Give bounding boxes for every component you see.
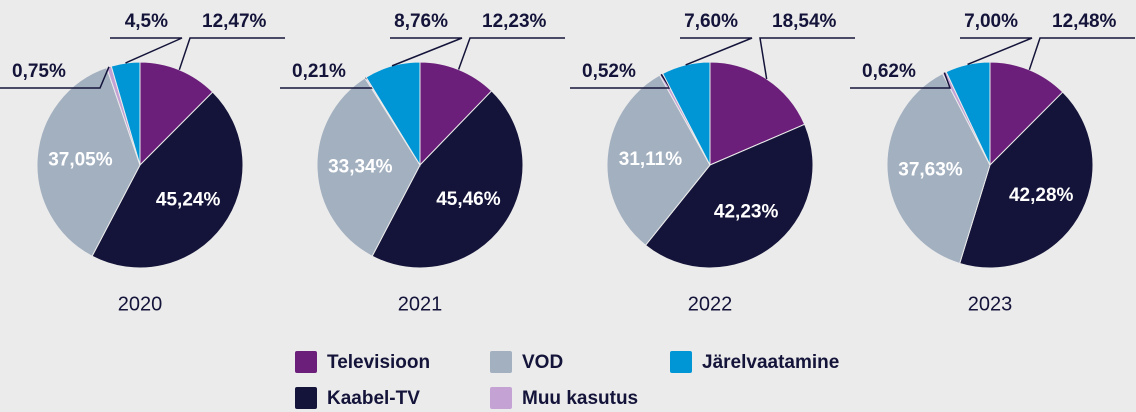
year-label: 2020 bbox=[118, 293, 163, 315]
pie-slice bbox=[419, 61, 493, 167]
slice-label: 12,47% bbox=[202, 11, 267, 32]
slice-label: 7,00% bbox=[964, 11, 1018, 32]
pie-slice bbox=[91, 91, 244, 269]
leader-line bbox=[850, 72, 952, 89]
year-label: 2021 bbox=[398, 293, 443, 315]
slice-label: 0,75% bbox=[12, 61, 66, 82]
legend-swatch bbox=[295, 387, 317, 409]
legend-swatch bbox=[490, 351, 512, 373]
slice-label: 18,54% bbox=[772, 11, 837, 32]
pie-slice bbox=[36, 66, 141, 257]
pie-slice bbox=[989, 61, 1064, 167]
slice-label: 45,24% bbox=[156, 189, 221, 210]
leader-line bbox=[390, 37, 463, 67]
slice-label: 37,05% bbox=[48, 149, 113, 170]
slice-label: 42,23% bbox=[714, 202, 779, 223]
slice-label: 12,48% bbox=[1052, 11, 1117, 32]
leader-line bbox=[759, 37, 855, 80]
legend-label: Kaabel-TV bbox=[327, 388, 420, 409]
slice-label: 37,63% bbox=[898, 159, 963, 180]
slice-label: 42,28% bbox=[1009, 185, 1074, 206]
legend-swatch bbox=[670, 351, 692, 373]
leader-line bbox=[1028, 37, 1135, 71]
leader-line bbox=[0, 66, 110, 89]
leader-line bbox=[960, 37, 1033, 66]
slice-label: 4,5% bbox=[125, 11, 168, 32]
legend-label: VOD bbox=[522, 352, 563, 373]
slice-label: 33,34% bbox=[328, 156, 393, 177]
leader-line bbox=[178, 37, 285, 71]
leader-line bbox=[680, 37, 753, 66]
legend-swatch bbox=[490, 387, 512, 409]
slice-label: 0,21% bbox=[292, 61, 346, 82]
legend-label: Järelvaatamine bbox=[702, 352, 839, 373]
pie-slice bbox=[886, 72, 991, 265]
year-label: 2023 bbox=[968, 293, 1013, 315]
pie-slice bbox=[709, 61, 806, 166]
leader-line bbox=[457, 37, 565, 70]
legend-swatch bbox=[295, 351, 317, 373]
pie-slice bbox=[316, 77, 421, 257]
legend-label: Muu kasutus bbox=[522, 388, 638, 409]
slice-label: 7,60% bbox=[684, 11, 738, 32]
pie-slice bbox=[365, 61, 421, 167]
pie-slice bbox=[644, 123, 814, 269]
pie-slice bbox=[371, 90, 524, 269]
leader-line bbox=[110, 37, 183, 64]
slice-label: 12,23% bbox=[482, 11, 547, 32]
slice-label: 45,46% bbox=[436, 189, 501, 210]
pie-slice bbox=[959, 91, 1094, 269]
legend-label: Televisioon bbox=[327, 352, 430, 373]
slice-label: 0,52% bbox=[582, 61, 636, 82]
slice-label: 31,11% bbox=[619, 149, 682, 170]
slice-label: 0,62% bbox=[862, 61, 916, 82]
year-label: 2022 bbox=[688, 293, 733, 315]
pie-slice bbox=[661, 61, 711, 166]
slice-label: 8,76% bbox=[394, 11, 448, 32]
